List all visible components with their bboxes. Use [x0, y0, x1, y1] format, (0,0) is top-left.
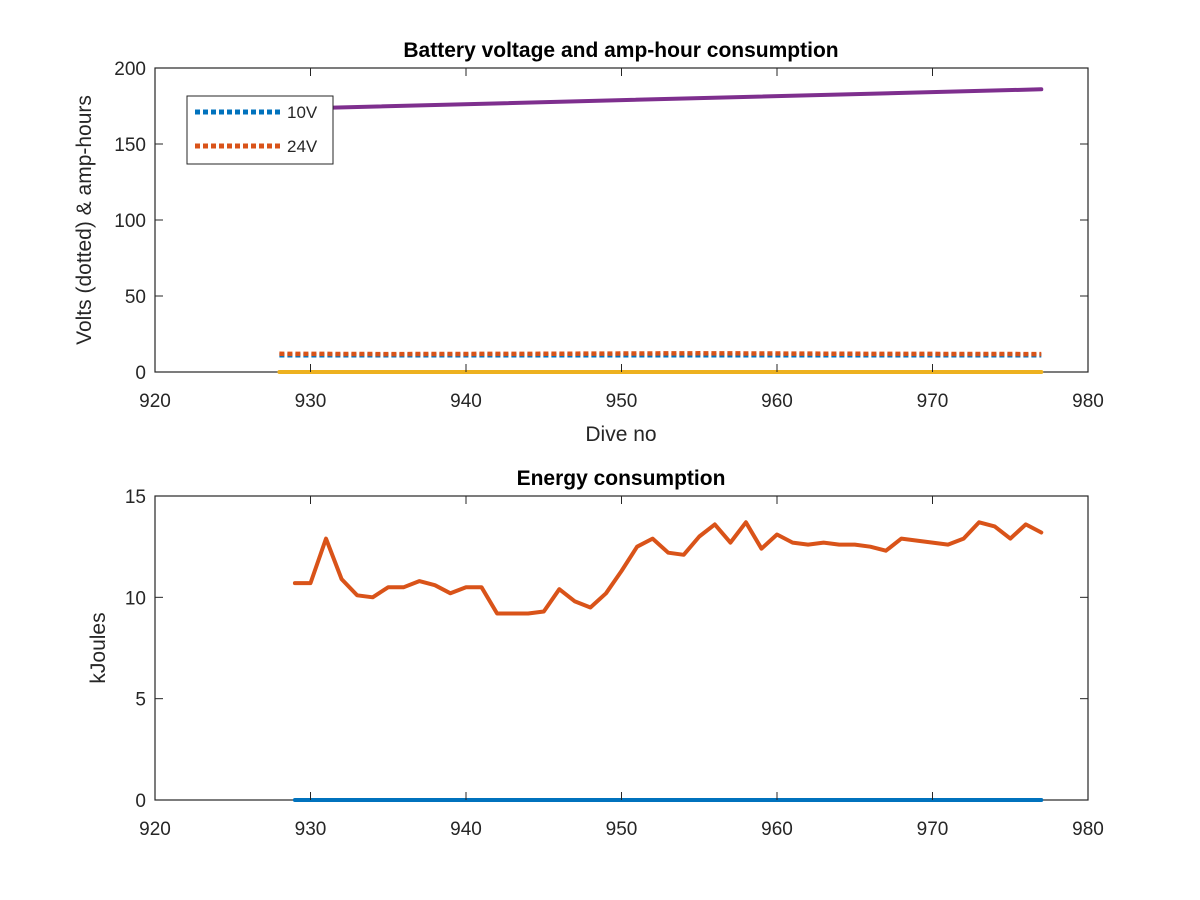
top-series-group	[277, 87, 1044, 374]
top-x-tick-label: 960	[761, 391, 793, 412]
bottom-chart-title: Energy consumption	[517, 467, 726, 490]
top-x-tick-label: 950	[606, 391, 638, 412]
top-x-tick-label: 930	[295, 391, 327, 412]
bottom-series-group	[292, 520, 1044, 802]
bottom-x-tick-label: 960	[761, 819, 793, 840]
top-plot: 920 930 940 950 960 970 980 0 50 100 150 200 Batter…	[73, 39, 1104, 446]
bottom-x-tick-label: 980	[1072, 819, 1104, 840]
bottom-x-tick-label: 930	[295, 819, 327, 840]
top-x-tick-label: 970	[917, 391, 949, 412]
top-y-tick-label: 200	[114, 59, 146, 80]
top-x-axis-label: Dive no	[585, 423, 656, 446]
legend-box	[186, 95, 334, 165]
bottom-axes-box	[154, 495, 1089, 801]
bottom-y-tick-label: 15	[125, 487, 146, 508]
legend-label-10v: 10V	[287, 103, 318, 122]
bottom-y-tick-label: 5	[135, 690, 146, 711]
legend-label-24v: 24V	[287, 137, 318, 156]
top-series-line-1	[279, 351, 1042, 357]
bottom-x-tick-label: 970	[917, 819, 949, 840]
top-x-tick-label: 980	[1072, 391, 1104, 412]
bottom-y-tick-label: 10	[125, 588, 146, 609]
bottom-x-tick-label: 950	[606, 819, 638, 840]
top-series-line-3	[277, 87, 1044, 111]
bottom-plot: 920 930 940 950 960 970 980 0 5 10 15 Energy consu…	[87, 467, 1104, 840]
bottom-x-tick-label: 920	[139, 819, 171, 840]
bottom-ticks-group: 920 930 940 950 960 970 980 0 5 10 15	[125, 487, 1104, 840]
top-legend: 10V 24V	[186, 95, 334, 165]
top-ticks-group: 920 930 940 950 960 970 980 0 50 100 150 200	[114, 59, 1104, 412]
top-chart-title: Battery voltage and amp-hour consumption	[403, 39, 838, 62]
top-x-tick-label: 940	[450, 391, 482, 412]
bottom-x-tick-label: 940	[450, 819, 482, 840]
top-y-axis-label: Volts (dotted) & amp-hours	[73, 95, 96, 345]
bottom-y-axis-label: kJoules	[87, 612, 110, 683]
top-y-tick-label: 150	[114, 135, 146, 156]
top-y-tick-label: 0	[135, 363, 146, 384]
bottom-series-line-1	[292, 520, 1044, 616]
bottom-y-tick-label: 0	[135, 791, 146, 812]
top-y-tick-label: 100	[114, 211, 146, 232]
top-x-tick-label: 920	[139, 391, 171, 412]
top-y-tick-label: 50	[125, 287, 146, 308]
